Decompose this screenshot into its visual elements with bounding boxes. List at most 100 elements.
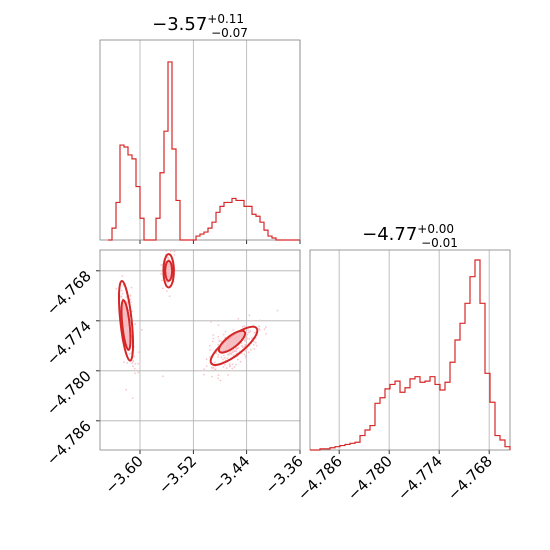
scatter-point [223,354,225,357]
main-ytick-label: −4.780 [43,367,95,419]
scatter-point [248,338,251,340]
scatter-point [120,289,123,292]
scatter-point [166,290,168,292]
scatter-point [159,241,161,243]
scatter-point [220,356,223,359]
scatter-point [214,361,216,364]
scatter-point [253,348,256,350]
scatter-point [214,368,216,371]
scatter-point [134,363,137,365]
scatter-point [246,337,249,340]
scatter-point [247,329,250,332]
contour-inner [217,329,247,354]
scatter-point [222,333,225,336]
scatter-point [128,353,131,355]
scatter-point [243,353,246,356]
scatter-point [161,287,164,290]
scatter-point [215,352,218,355]
scatter-point [254,341,257,344]
scatter-point [235,350,238,353]
scatter-point [173,254,176,256]
scatter-point [223,356,226,359]
scatter-point [209,356,211,358]
scatter-point [115,288,118,290]
scatter-point [217,324,220,326]
scatter-point [134,372,137,375]
scatter-point [202,369,205,372]
scatter-point [231,363,234,366]
scatter-point [220,340,223,343]
scatter-point [212,337,215,340]
scatter-point [217,377,220,380]
scatter-point [259,329,261,331]
scatter-point [258,325,261,327]
scatter-point [123,361,125,364]
scatter-point [121,293,124,295]
scatter-point [233,366,236,368]
scatter-point [243,339,246,342]
main-ytick-label: −4.786 [43,417,95,469]
scatter-point [211,375,213,378]
top-hist-frame [99,39,301,241]
contour-inner [164,259,174,282]
scatter-point [130,301,133,303]
scatter-point [253,331,256,334]
scatter-point [236,347,239,349]
scatter-point [243,325,246,327]
scatter-point [209,349,211,351]
scatter-point [217,353,220,356]
scatter-point [249,348,252,351]
right-hist-xtick-label: −4.780 [344,452,396,504]
scatter-point [209,344,211,347]
scatter-point [231,351,234,354]
scatter-point [161,279,163,282]
contour-outer [117,280,135,362]
scatter-point [131,397,134,399]
scatter-point [129,298,132,301]
scatter-point [225,367,228,369]
scatter-point [217,343,220,346]
scatter-point [214,365,217,368]
contour-inner [120,299,132,351]
scatter-point [168,295,171,298]
scatter-point [134,323,137,326]
scatter-point [217,374,220,377]
scatter-point [265,326,267,328]
contour-outer [162,253,175,289]
main-xtick-label: −3.44 [208,452,253,497]
scatter-point [121,275,124,277]
main-frame [99,249,301,451]
scatter-point [233,350,236,353]
scatter-point [205,365,208,367]
scatter-point [203,368,205,370]
right-hist-title: −4.77+0.00 −0.01 [362,222,458,250]
scatter-point [125,296,128,298]
scatter-point [242,346,244,349]
scatter-point [224,330,227,333]
scatter-point [126,362,128,364]
scatter-point [245,357,247,359]
main-xtick-label: −3.60 [102,452,147,497]
scatter-point [169,250,172,252]
scatter-point [226,357,229,360]
scatter-point [140,328,143,331]
scatter-point [219,379,222,382]
scatter-point [218,340,221,342]
scatter-point [131,362,133,364]
scatter-point [252,344,255,346]
scatter-point [241,325,244,328]
scatter-point [241,344,244,347]
main-ytick-label: −4.774 [43,317,95,369]
scatter-point [231,367,234,370]
scatter-point [137,371,140,374]
scatter-point [232,354,235,357]
scatter-point [255,344,258,347]
scatter-point [160,264,163,266]
scatter-point [132,365,134,368]
right-hist-step [310,259,511,451]
scatter-point [120,295,122,298]
scatter-point [137,362,140,365]
scatter-point [203,373,205,376]
